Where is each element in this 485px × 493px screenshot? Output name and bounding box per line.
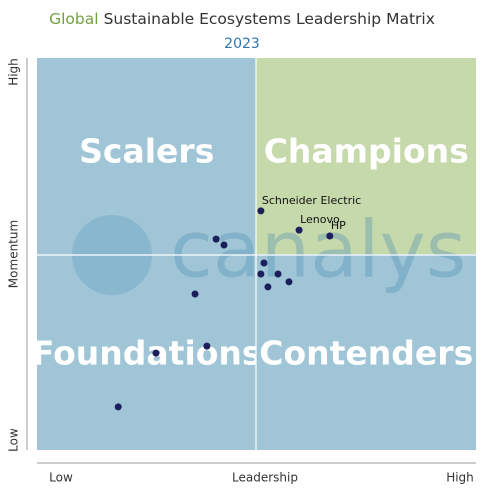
- y-tick-label: Low: [7, 428, 21, 452]
- quadrant: [37, 254, 257, 450]
- chart-title: Global Sustainable Ecosystems Leadership …: [49, 10, 435, 28]
- title-part: Sustainable Ecosystems Leadership Matrix: [104, 10, 435, 28]
- watermark: canalys: [72, 205, 466, 295]
- point: [260, 259, 268, 267]
- watermark-text: canalys: [170, 205, 466, 295]
- point: [191, 290, 199, 298]
- point: [152, 349, 160, 357]
- quadrant-label: Scalers: [79, 132, 214, 171]
- x-axis-label: Leadership: [232, 471, 298, 485]
- chart-subtitle: 2023: [224, 36, 260, 52]
- x-tick-label: High: [446, 471, 474, 485]
- quadrant: [256, 254, 476, 450]
- quadrant: [256, 58, 476, 254]
- point-label: HP: [331, 219, 346, 232]
- point: [295, 226, 303, 234]
- point: [264, 283, 272, 291]
- point: [257, 207, 265, 215]
- point: [203, 342, 211, 350]
- point: [220, 241, 228, 249]
- point: [285, 278, 293, 286]
- quadrant: [37, 58, 257, 254]
- point: [274, 270, 282, 278]
- point: [326, 232, 334, 240]
- point: [257, 270, 265, 278]
- point-label: Lenovo: [300, 213, 340, 226]
- y-axis-label: Momentum: [7, 220, 21, 288]
- point: [114, 403, 122, 411]
- quadrant-label: Champions: [264, 132, 469, 171]
- y-tick-label: High: [7, 58, 21, 86]
- point: [212, 235, 220, 243]
- title-part: Global: [49, 10, 98, 28]
- quadrant-label: Foundations: [32, 334, 262, 373]
- x-tick-label: Low: [49, 471, 73, 485]
- quadrant-label: Contenders: [259, 334, 473, 373]
- point-label: Schneider Electric: [262, 194, 361, 207]
